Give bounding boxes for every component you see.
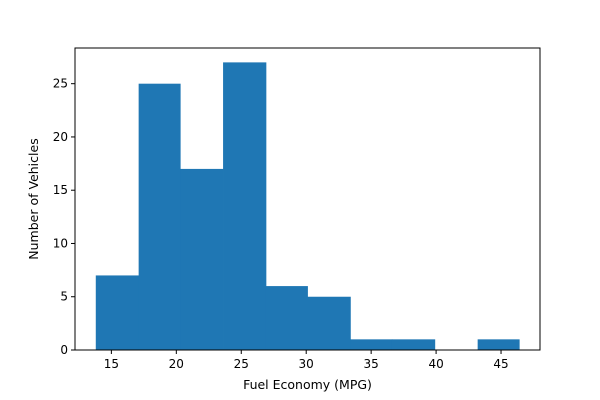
x-axis-label: Fuel Economy (MPG) xyxy=(243,377,372,392)
x-tick-label: 20 xyxy=(169,357,184,371)
histogram-bar-5 xyxy=(307,296,351,350)
x-tick-label: 45 xyxy=(493,357,508,371)
histogram-bar-0 xyxy=(95,275,140,350)
x-tick-label: 25 xyxy=(234,357,249,371)
plot-area-frame xyxy=(74,47,541,351)
y-tick-label: 15 xyxy=(53,183,68,197)
histogram-bar-4 xyxy=(265,286,308,350)
x-tick-label: 15 xyxy=(104,357,119,371)
x-axis-ticks: 15 20 25 30 35 40 45 xyxy=(104,350,509,371)
x-tick-label: 35 xyxy=(364,357,379,371)
histogram-bar-6 xyxy=(350,339,393,350)
x-tick-label: 40 xyxy=(428,357,443,371)
y-axis-ticks: 0 5 10 15 20 25 xyxy=(53,77,75,357)
histogram-bar-7 xyxy=(391,339,436,350)
histogram-bars xyxy=(95,62,520,350)
y-tick-label: 0 xyxy=(60,343,68,357)
y-tick-label: 10 xyxy=(53,236,68,250)
histogram-bar-2 xyxy=(180,168,224,350)
histogram-bar-1 xyxy=(138,83,181,350)
histogram-bar-9 xyxy=(477,339,520,350)
y-tick-label: 25 xyxy=(53,77,68,91)
y-tick-label: 20 xyxy=(53,130,68,144)
histogram-bar-3 xyxy=(223,62,267,350)
x-tick-label: 30 xyxy=(299,357,314,371)
y-axis-label: Number of Vehicles xyxy=(26,138,41,259)
y-tick-label: 5 xyxy=(60,290,68,304)
